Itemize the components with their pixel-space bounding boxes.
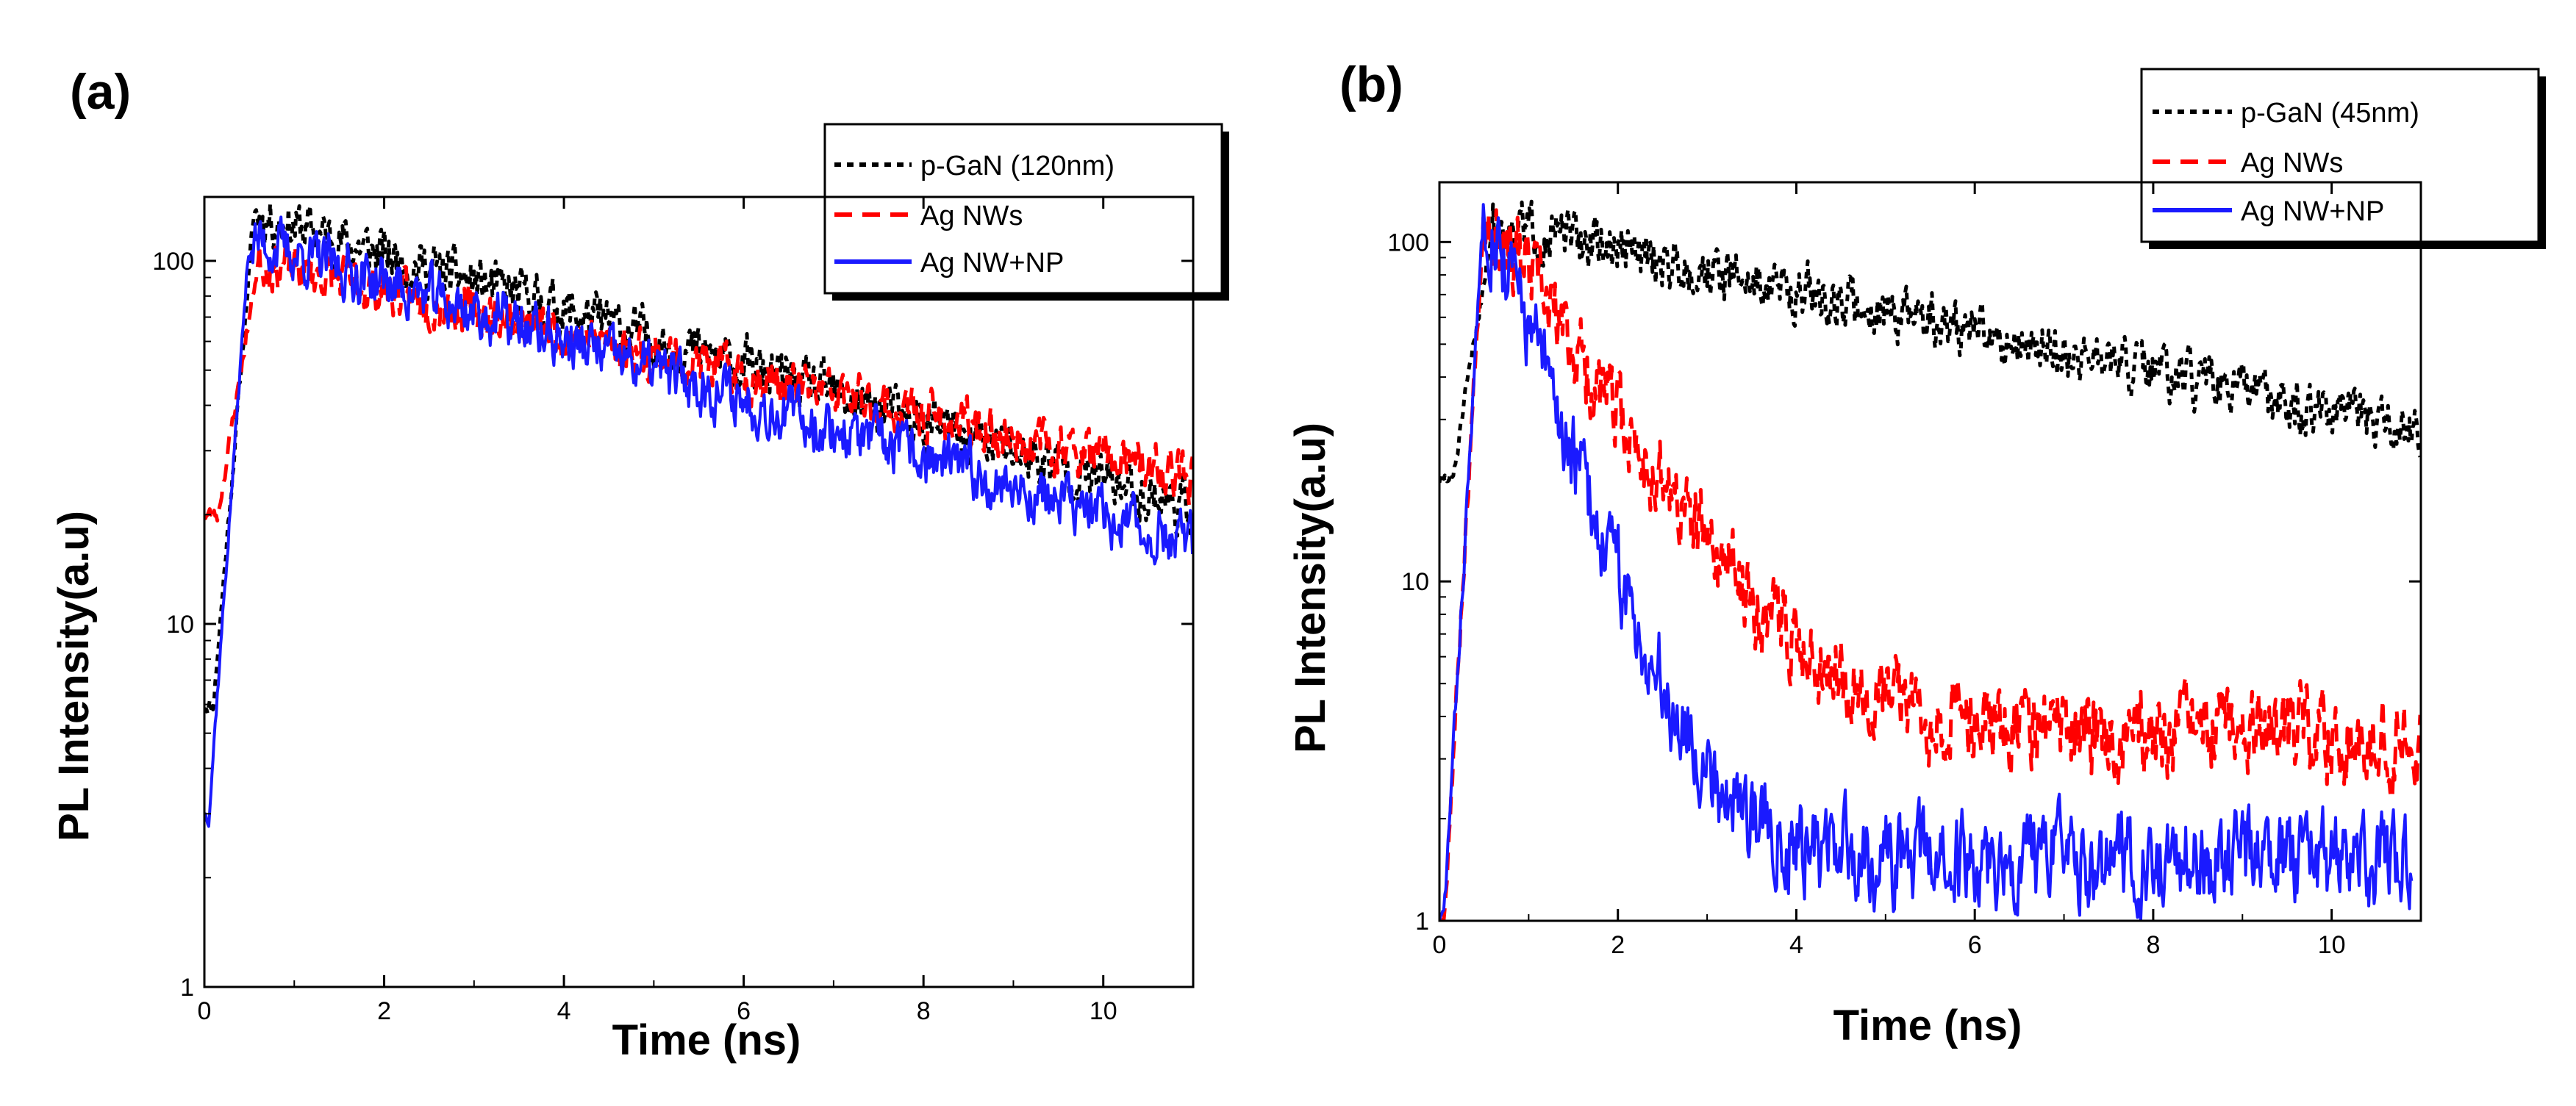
panel-a-legend-label-ag-nws: Ag NWs xyxy=(920,201,1023,231)
panel-b-x-tick-label: 2 xyxy=(1611,931,1625,959)
panel-b-legend: p-GaN (45nm) Ag NWs Ag NW+NP xyxy=(2140,68,2546,249)
panel-a-legend-box xyxy=(823,123,1223,295)
panel-b-series-ag-nw-np xyxy=(1439,203,2414,921)
panel-a-series-p-gan-120nm xyxy=(204,201,1193,716)
panel-b-y-tick-label: 100 xyxy=(1387,229,1429,256)
panel-a-x-tick-label: 10 xyxy=(1090,997,1117,1025)
panel-b-legend-label-ag-nws: Ag NWs xyxy=(2241,148,2343,179)
panel-a-y-tick-label: 1 xyxy=(180,974,194,1002)
panel-b-series-p-gan-45nm xyxy=(1439,199,2421,484)
panel-a-legend: p-GaN (120nm) Ag NWs Ag NW+NP xyxy=(823,123,1229,301)
panel-b-x-tick-label: 0 xyxy=(1433,931,1447,959)
panel-a-legend-label-ag-nw-np: Ag NW+NP xyxy=(920,248,1064,279)
panel-a-series-ag-nw-np xyxy=(204,215,1193,828)
panel-b-x-tick-label: 8 xyxy=(2146,931,2160,959)
panel-b-plot-frame xyxy=(1438,181,2422,922)
panel-a-x-tick-label: 6 xyxy=(737,997,751,1025)
panel-b-x-tick-label: 10 xyxy=(2318,931,2346,959)
panel-b-legend-label-pgan: p-GaN (45nm) xyxy=(2241,98,2419,129)
panel-a-y-tick-label: 10 xyxy=(166,611,194,639)
panel-a-label: (a) xyxy=(70,64,131,120)
panel-b-ylabel: PL Intensity(a.u) xyxy=(1287,423,1334,753)
panel-a-plot-frame xyxy=(203,195,1195,988)
panel-a-x-tick-label: 4 xyxy=(557,997,571,1025)
panel-a-legend-label-pgan: p-GaN (120nm) xyxy=(920,151,1115,182)
panel-a-xlabel: Time (ns) xyxy=(612,1016,801,1064)
panel-a: (a) PL Intensity(a.u) Time (ns) p-GaN (1… xyxy=(50,64,1229,1064)
panel-b-series-ag-nws xyxy=(1439,208,2421,921)
panel-a-y-tick-label: 100 xyxy=(152,248,194,276)
panel-b-y-tick-label: 10 xyxy=(1401,568,1429,596)
panel-b-y-tick-label: 1 xyxy=(1415,908,1429,936)
panel-b-legend-label-ag-nw-np: Ag NW+NP xyxy=(2241,196,2384,227)
panel-b-label: (b) xyxy=(1339,57,1403,112)
panel-b-xlabel: Time (ns) xyxy=(1833,1002,2022,1049)
panel-a-ylabel: PL Intensity(a.u) xyxy=(50,511,98,841)
panel-b-x-tick-label: 4 xyxy=(1789,931,1803,959)
panel-a-x-tick-label: 0 xyxy=(198,997,212,1025)
panel-b: (b) PL Intensity(a.u) Time (ns) p-GaN (4… xyxy=(1287,57,2546,1049)
panel-b-x-tick-label: 6 xyxy=(1968,931,1982,959)
panel-a-x-tick-label: 8 xyxy=(917,997,931,1025)
panel-b-legend-box xyxy=(2140,68,2540,243)
panel-a-x-tick-label: 2 xyxy=(377,997,391,1025)
